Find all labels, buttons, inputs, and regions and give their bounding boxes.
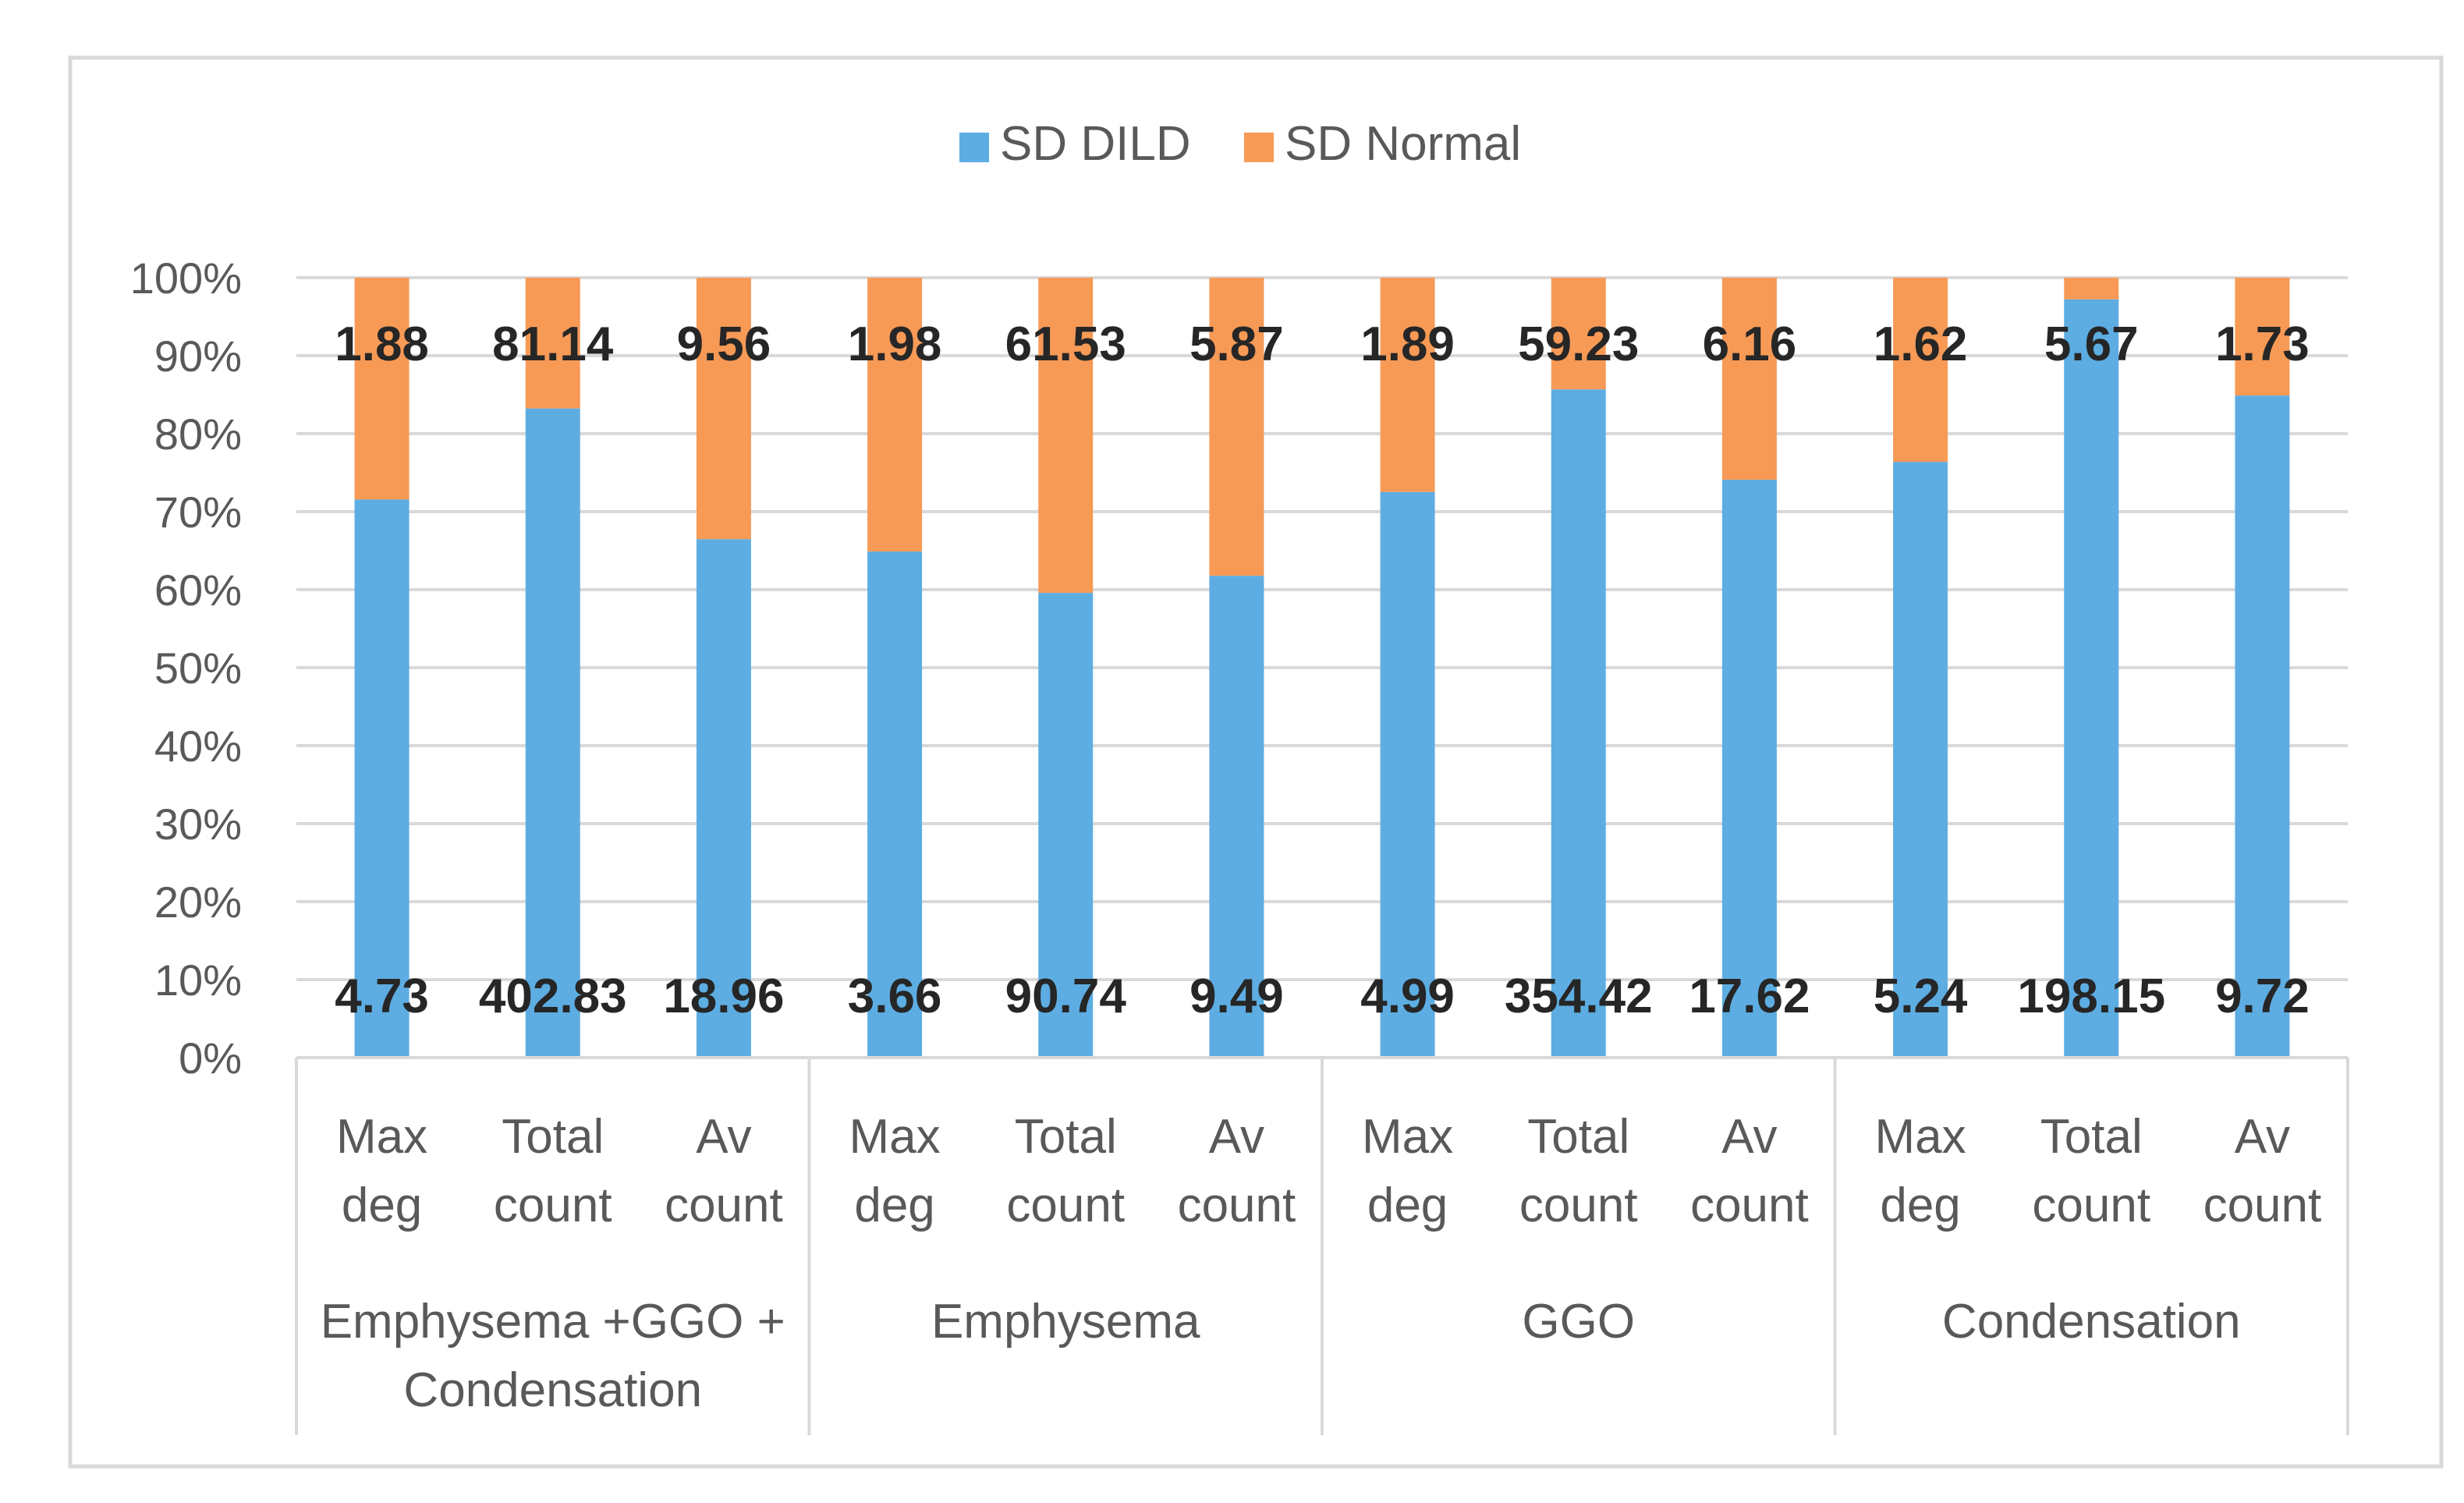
x-group-label: Condensation [403, 1363, 702, 1417]
x-category-label: count [665, 1179, 783, 1232]
bar-sd-dild [2064, 299, 2119, 1058]
x-category-label: deg [1880, 1179, 1960, 1232]
x-category-label: Total [2040, 1110, 2143, 1164]
data-label-sd-dild: 5.24 [1874, 970, 1968, 1023]
x-category-label: count [494, 1179, 612, 1232]
x-group-label: Emphysema [931, 1295, 1200, 1349]
y-tick-label: 50% [154, 643, 242, 693]
x-group-label: Emphysema +GGO + [321, 1295, 785, 1349]
y-tick-label: 30% [154, 799, 242, 849]
legend-swatch-2 [1244, 133, 1274, 162]
x-category-label: deg [342, 1179, 422, 1232]
bar-sd-normal [867, 278, 923, 552]
bar-sd-dild [867, 551, 923, 1058]
x-category-label: Max [1362, 1110, 1453, 1164]
bar-sd-dild [1551, 389, 1606, 1058]
data-label-sd-normal: 61.53 [1005, 317, 1126, 371]
x-category-label: Max [336, 1110, 427, 1164]
bar-sd-normal [1380, 278, 1435, 492]
bars [354, 278, 2290, 1058]
legend-label-1: SD DILD [1000, 117, 1191, 171]
x-category-label: Total [1015, 1110, 1117, 1164]
x-group-label: GGO [1522, 1295, 1635, 1349]
data-label-sd-normal: 9.56 [677, 317, 771, 371]
bar-sd-dild [354, 499, 409, 1058]
data-labels: 4.73 1.88 402.83 81.14 18.96 9.56 3.66 1.98 90.7… [335, 317, 2310, 1023]
x-category-label: Av [1209, 1110, 1264, 1164]
x-category-label: Max [1875, 1110, 1966, 1164]
data-label-sd-dild: 3.66 [848, 970, 942, 1023]
y-tick-label: 100% [130, 253, 242, 303]
legend-swatch-1 [959, 133, 989, 162]
bar-sd-normal [2235, 278, 2290, 396]
x-category-label: count [1178, 1179, 1296, 1232]
x-category-label: Total [1527, 1110, 1629, 1164]
bar-sd-dild [1209, 576, 1264, 1058]
y-axis: 0% 10% 20% 30% 40% 50% 60% 70% 80% 90% 100% [130, 253, 242, 1083]
x-category-label: count [1519, 1179, 1638, 1232]
x-category-label: Av [2235, 1110, 2290, 1164]
data-label-sd-normal: 5.87 [1189, 317, 1284, 371]
data-label-sd-dild: 18.96 [663, 970, 784, 1023]
bar-sd-normal [354, 278, 409, 500]
data-label-sd-normal: 81.14 [492, 317, 614, 371]
x-category-label: count [2203, 1179, 2322, 1232]
x-category-label: count [1690, 1179, 1809, 1232]
data-label-sd-dild: 4.73 [335, 970, 429, 1023]
bar-sd-dild [696, 539, 751, 1058]
x-category-label: Max [849, 1110, 941, 1164]
bar-sd-dild [1721, 480, 1777, 1058]
bar-sd-normal [2064, 278, 2119, 300]
y-tick-label: 10% [154, 955, 242, 1005]
y-tick-label: 0% [179, 1033, 242, 1083]
data-label-sd-normal: 1.98 [848, 317, 942, 371]
data-label-sd-normal: 5.67 [2044, 317, 2139, 371]
data-label-sd-normal: 1.73 [2215, 317, 2310, 371]
legend: SD DILD SD Normal [959, 117, 1521, 171]
x-category-label: Av [696, 1110, 751, 1164]
data-label-sd-dild: 17.62 [1689, 970, 1810, 1023]
y-tick-label: 90% [154, 331, 242, 381]
y-tick-label: 70% [154, 487, 242, 537]
bar-sd-normal [696, 278, 751, 540]
bar-sd-normal [1038, 278, 1094, 594]
bar-sd-dild [1038, 593, 1094, 1058]
bar-sd-normal [525, 278, 580, 409]
x-category-label: count [1006, 1179, 1125, 1232]
x-axis: Max deg Total count Av count Max deg Total count A… [295, 1056, 2349, 1435]
data-label-sd-dild: 402.83 [479, 970, 627, 1023]
bar-sd-dild [1893, 462, 1948, 1058]
data-label-sd-normal: 1.62 [1874, 317, 1968, 371]
x-category-label: Av [1721, 1110, 1777, 1164]
data-label-sd-normal: 59.23 [1518, 317, 1639, 371]
x-group-label: Condensation [1942, 1295, 2241, 1349]
bar-sd-dild [525, 408, 580, 1058]
legend-label-2: SD Normal [1285, 117, 1521, 171]
x-category-label: Total [502, 1110, 604, 1164]
y-tick-label: 40% [154, 721, 242, 771]
data-label-sd-dild: 9.49 [1189, 970, 1284, 1023]
bar-sd-dild [1380, 491, 1435, 1058]
bar-sd-normal [1551, 278, 1606, 390]
data-label-sd-dild: 90.74 [1005, 970, 1127, 1023]
y-tick-label: 60% [154, 565, 242, 615]
y-tick-label: 80% [154, 409, 242, 459]
bar-sd-dild [2235, 395, 2290, 1058]
bar-sd-normal [1209, 278, 1264, 576]
x-category-label: count [2032, 1179, 2150, 1232]
data-label-sd-dild: 198.15 [2017, 970, 2165, 1023]
data-label-sd-normal: 6.16 [1703, 317, 1797, 371]
bar-sd-normal [1893, 278, 1948, 463]
data-label-sd-dild: 4.99 [1360, 970, 1455, 1023]
x-category-label: deg [854, 1179, 934, 1232]
data-label-sd-normal: 1.88 [335, 317, 429, 371]
y-tick-label: 20% [154, 877, 242, 927]
bar-sd-normal [1721, 278, 1777, 480]
data-label-sd-normal: 1.89 [1360, 317, 1455, 371]
data-label-sd-dild: 9.72 [2215, 970, 2310, 1023]
data-label-sd-dild: 354.42 [1505, 970, 1653, 1023]
x-category-label: deg [1367, 1179, 1448, 1232]
